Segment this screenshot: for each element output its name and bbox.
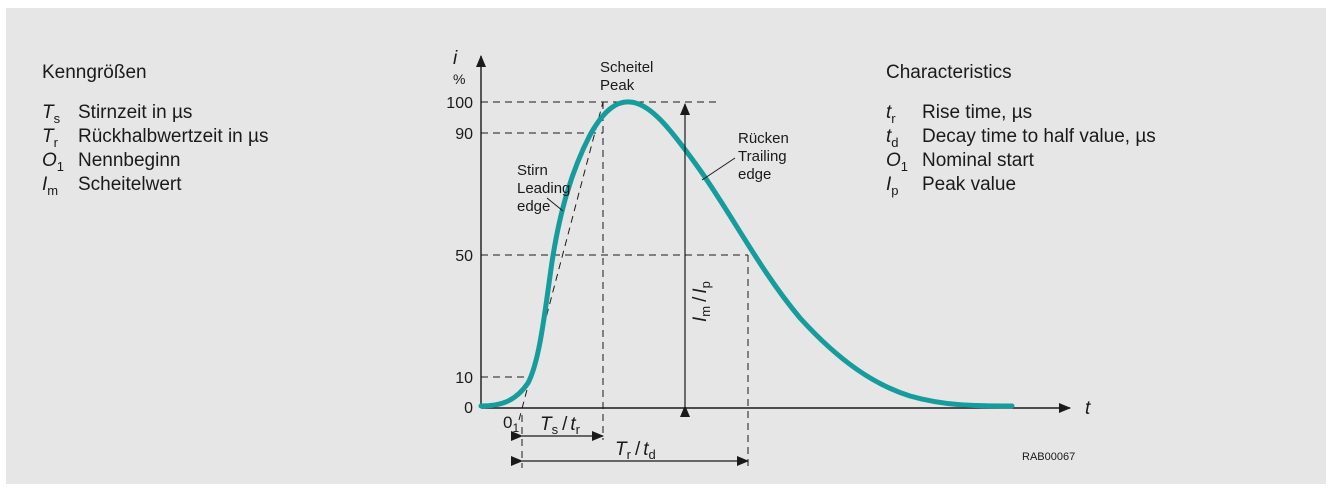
y-tick-label-90: 90 (455, 126, 473, 143)
legend-german-item: Ts Stirnzeit in µs (42, 102, 193, 126)
label-edge-trailing: edge (738, 166, 771, 183)
legend-german-item: Tr Rückhalbwertzeit in µs (42, 126, 269, 150)
legend-english-item: tr Rise time, µs (886, 102, 1033, 126)
legend-german-title: Kenngrößen (42, 62, 147, 83)
leader-trailing-edge (701, 157, 736, 181)
y-tick-label-0: 0 (464, 400, 473, 417)
y-axis-unit: % (453, 71, 465, 87)
label-peak: Peak (600, 77, 635, 94)
label-trailing: Trailing (738, 148, 787, 165)
figure-code: RAB00067 (1022, 451, 1075, 463)
decay-time-label: Tr / td (615, 439, 656, 462)
front-time-label: Ts / tr (540, 414, 581, 437)
legend-english-title: Characteristics (886, 62, 1012, 83)
y-axis-label: i (453, 48, 458, 69)
label-edge-leading: edge (517, 198, 550, 215)
label-leading: Leading (517, 180, 570, 197)
figure-panel (6, 8, 1326, 484)
legend-english: Characteristics tr Rise time, µs td Decay … (886, 62, 1156, 198)
peak-value-label: Im/Ip (690, 281, 713, 322)
leader-leading-edge (546, 197, 564, 212)
y-tick-label-50: 50 (455, 248, 473, 265)
legend-english-item: td Decay time to half value, µs (886, 126, 1156, 150)
legend-english-item: Ip Peak value (886, 174, 1017, 198)
x-axis-label: t (1085, 398, 1091, 419)
y-tick-label-100: 100 (446, 95, 473, 112)
label-ruecken: Rücken (738, 130, 789, 147)
waveform-curve (478, 99, 1015, 409)
label-stirn: Stirn (517, 162, 548, 179)
label-scheitel: Scheitel (600, 59, 653, 76)
legend-german-item: Im Scheitelwert (42, 174, 182, 198)
legend-english-item: O1 Nominal start (886, 150, 1034, 174)
y-tick-label-10: 10 (455, 370, 473, 387)
legend-german: Kenngrößen Ts Stirnzeit in µs Tr Rückhalbw… (42, 62, 269, 198)
nominal-start-label: 01 (503, 413, 519, 435)
legend-german-item: O1 Nennbeginn (42, 150, 181, 174)
